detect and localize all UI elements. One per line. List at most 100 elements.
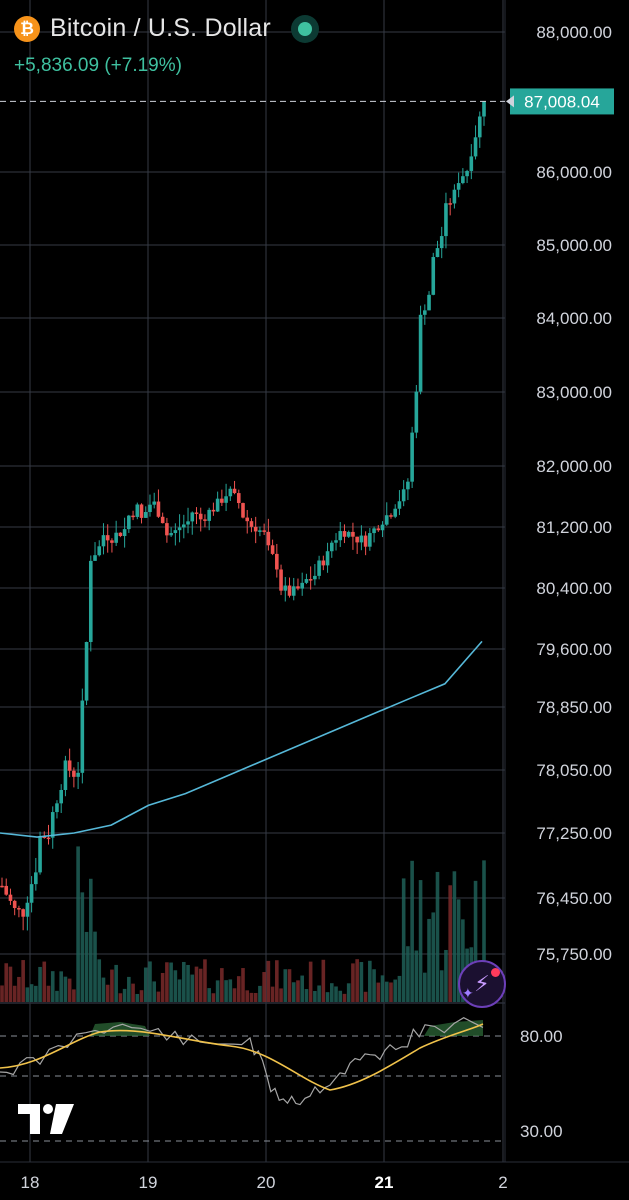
candle (105, 535, 110, 541)
candle (444, 203, 448, 237)
candle (152, 501, 157, 505)
volume-bar (266, 960, 271, 1002)
candle (325, 551, 330, 566)
volume-bar (448, 885, 452, 1002)
candle (72, 770, 76, 777)
candle (448, 203, 452, 205)
volume-bar (67, 978, 72, 1002)
volume-bar (304, 989, 309, 1002)
time-axis-label: 21 (375, 1173, 394, 1192)
volume-bar (241, 968, 245, 1002)
volume-bar (38, 966, 42, 1002)
volume-bar (439, 970, 444, 1002)
volume-bar (372, 969, 376, 1002)
symbol-title[interactable]: Bitcoin / U.S. Dollar (50, 14, 271, 42)
volume-bar (80, 892, 85, 1002)
candle (118, 532, 123, 537)
volume-bar (414, 950, 419, 1002)
candle (283, 585, 288, 591)
axis-labels: 88,000.00 86,000.00 85,000.00 84,000.00 83,0… (21, 23, 612, 1192)
candle (351, 531, 355, 537)
rsi-line (0, 1017, 484, 1106)
volume-bar (110, 969, 114, 1002)
candle (177, 527, 182, 531)
candle (304, 579, 309, 583)
volume-bar (338, 990, 343, 1002)
current-price-tag (510, 88, 614, 115)
candle (439, 236, 444, 249)
chart-overlay: 87,008.04 (0, 88, 614, 115)
candle (423, 310, 427, 315)
volume-bar (88, 878, 93, 1002)
volume-bar (397, 975, 402, 1002)
candle (211, 509, 216, 512)
candle (410, 432, 414, 482)
rsi-ma-line (0, 1023, 484, 1091)
candle (42, 836, 47, 838)
volume-bar (190, 974, 195, 1002)
candle (25, 902, 30, 917)
price-axis-label: 86,000.00 (536, 163, 612, 182)
candle (372, 528, 376, 534)
volume-bar (12, 985, 17, 1002)
volume-bar (423, 972, 427, 1002)
volume-bar (4, 963, 9, 1002)
candle (224, 496, 228, 503)
volume-bar (215, 980, 220, 1002)
volume-bar (76, 846, 80, 1002)
candle (329, 542, 334, 552)
price-axis-label: 82,000.00 (536, 457, 612, 476)
volume-bar (300, 975, 304, 1002)
ai-assistant-icon[interactable]: ⚡ ✦ (458, 960, 506, 1008)
candle (275, 553, 279, 570)
volume-bar (410, 860, 414, 1002)
volume-bar (160, 972, 165, 1002)
candle (245, 517, 250, 522)
volume-bar (275, 960, 279, 1002)
volume-bar (34, 985, 38, 1002)
volume-bar (473, 880, 478, 1002)
candle (228, 488, 233, 497)
candle (338, 531, 343, 541)
candle (135, 504, 140, 517)
time-axis-label: 19 (139, 1173, 158, 1192)
volume-bar (380, 975, 385, 1002)
volume-bar (173, 970, 178, 1002)
volume-bar (63, 976, 68, 1002)
candle (414, 391, 419, 433)
candle (355, 536, 359, 543)
candle (143, 512, 148, 518)
volume-bar (431, 912, 436, 1002)
candle (359, 535, 364, 543)
volume-bar (131, 983, 135, 1002)
price-axis-label: 79,600.00 (536, 640, 612, 659)
price-axis-label: 88,000.00 (536, 23, 612, 42)
candle (17, 908, 21, 910)
symbol-header[interactable]: ₿ Bitcoin / U.S. Dollar +5,836.09 (+7.19… (14, 14, 319, 77)
candle (427, 294, 431, 311)
candle (4, 885, 9, 895)
candle (452, 189, 457, 204)
candle (114, 532, 118, 543)
volume-bar (279, 988, 283, 1002)
volume-bar (42, 961, 47, 1002)
volume-bar (156, 991, 161, 1002)
candle (342, 531, 347, 537)
volume-bar (321, 959, 326, 1002)
candle (469, 156, 474, 171)
volume-bar (270, 986, 275, 1002)
volume-bar (211, 993, 216, 1002)
volume-bar (46, 985, 51, 1002)
candle (334, 540, 338, 543)
tradingview-logo-icon[interactable] (18, 1104, 74, 1134)
candle (127, 515, 131, 530)
candle (21, 909, 25, 917)
volume-bar (334, 986, 338, 1002)
candle (313, 575, 317, 580)
volume-bar (393, 979, 398, 1002)
volume-bar (296, 980, 300, 1002)
volume-bar (444, 949, 448, 1002)
volume-bar (435, 871, 440, 1002)
candle (67, 760, 72, 771)
